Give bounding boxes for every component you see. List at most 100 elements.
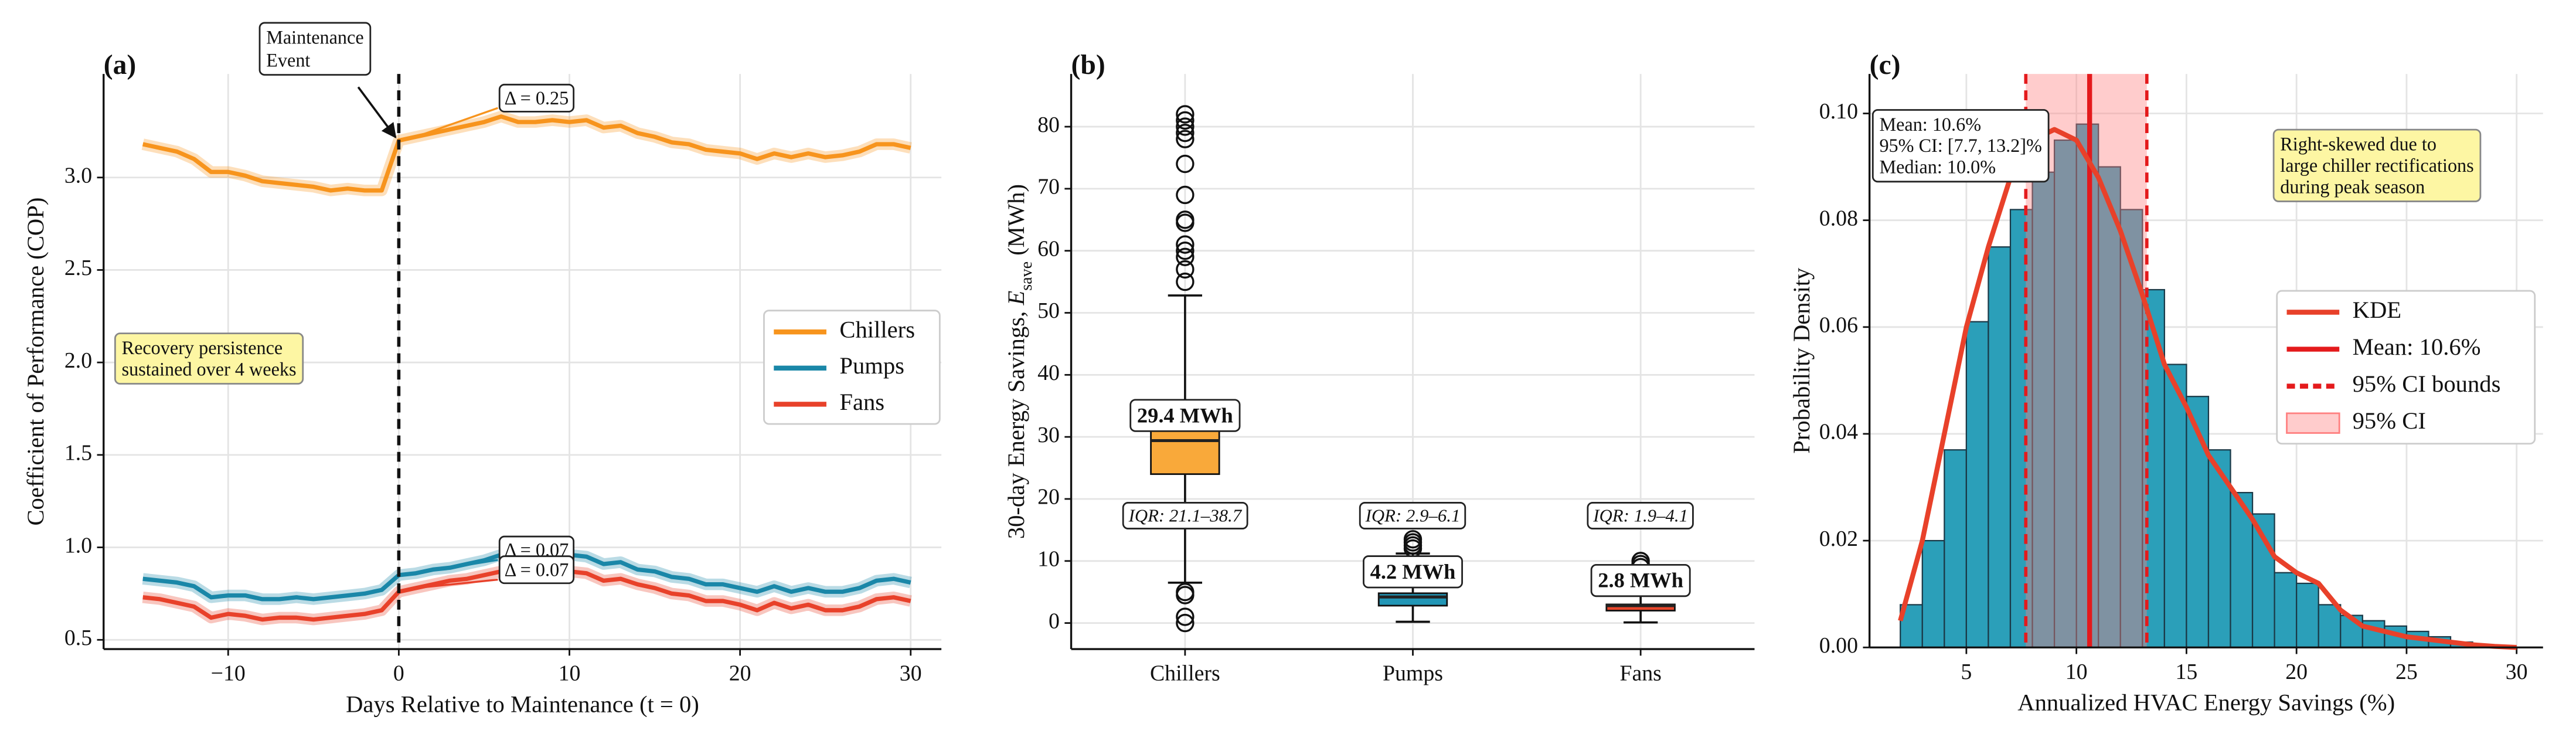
median-label-box [1590, 563, 1691, 597]
box [1150, 426, 1220, 476]
y-tick-label: 0.10 [1819, 99, 1858, 124]
histogram-bar [1988, 246, 2012, 648]
x-tick-label: −10 [211, 661, 246, 686]
x-tick-label: 10 [2065, 660, 2088, 684]
x-tick-label: 20 [2285, 660, 2308, 684]
histogram-bar [1921, 539, 1945, 648]
y-tick-label: 50 [1037, 298, 1060, 323]
median-label-line: 4.2 MWh [1370, 560, 1456, 583]
iqr-label: IQR: 1.9–4.1 [1592, 506, 1688, 526]
flier [1176, 210, 1195, 229]
note-box [2272, 128, 2482, 202]
flier [1176, 123, 1195, 142]
y-axis-label-part: E [1003, 291, 1029, 306]
y-tick-label: 1.0 [64, 533, 92, 558]
x-axis-label: Days Relative to Maintenance (t = 0) [346, 691, 699, 717]
flier [1176, 154, 1195, 174]
stats-box-line: 95% CI: [7.7, 13.2]% [1879, 135, 2041, 157]
panel-label: (c) [1870, 50, 1901, 80]
legend-label: KDE [2353, 297, 2402, 323]
y-tick-label: 0.06 [1819, 313, 1858, 337]
x-tick-label: 5 [1961, 660, 1972, 684]
flier [1176, 105, 1195, 124]
histogram-bar [2274, 572, 2298, 648]
delta-label-line: Δ = 0.25 [505, 87, 569, 108]
flier [1176, 242, 1195, 260]
iqr-label-box [1122, 502, 1248, 529]
legend-label: 95% CI [2353, 407, 2426, 434]
stats-box-line: Median: 10.0% [1879, 157, 1996, 178]
x-tick-label: 30 [900, 661, 922, 686]
median-label: 2.8 MWh [1598, 569, 1683, 592]
flier [1176, 260, 1195, 279]
histogram-bar [2318, 604, 2342, 648]
delta-arrow [416, 578, 498, 589]
delta-label: Δ = 0.25 [505, 87, 569, 108]
x-tick-label: Fans [1619, 661, 1661, 686]
event-label-box [258, 22, 372, 76]
flier [1176, 117, 1195, 136]
event-label-line: Event [266, 50, 310, 71]
y-tick-label: 70 [1037, 175, 1060, 199]
median-label-line: 2.8 MWh [1598, 569, 1683, 592]
flier [1176, 607, 1195, 626]
x-tick-label: 0 [393, 661, 404, 686]
note-line: Recovery persistence [122, 337, 283, 358]
y-tick-label: 3.0 [64, 163, 92, 188]
x-tick-label: 15 [2175, 660, 2197, 684]
x-tick-label: 10 [559, 661, 581, 686]
iqr-label: IQR: 21.1–38.7 [1128, 506, 1243, 526]
histogram-bar [1944, 449, 1967, 648]
y-axis-label: Probability Density [1788, 267, 1815, 454]
flier [1176, 235, 1195, 254]
panel-label: (b) [1071, 50, 1105, 80]
y-axis-label-part: 30-day Energy Savings, [1003, 305, 1029, 539]
histogram-bar [2031, 171, 2056, 648]
x-axis-label: Annualized HVAC Energy Savings (%) [2017, 690, 2395, 716]
median-label: 4.2 MWh [1370, 560, 1456, 583]
delta-label-line: Δ = 0.07 [505, 559, 569, 580]
legend-box [2276, 290, 2536, 445]
flier [1176, 111, 1195, 130]
legend-label: 95% CI bounds [2353, 371, 2501, 397]
kde-line [1898, 127, 2517, 650]
histogram-bar [2230, 492, 2254, 648]
legend-label: Chillers [839, 316, 915, 342]
x-tick-label: Chillers [1150, 661, 1220, 686]
median-label: 29.4 MWh [1137, 404, 1233, 427]
histogram-bar [2163, 364, 2187, 648]
note-box [114, 332, 304, 385]
median-label-box [1129, 399, 1241, 432]
note-line: sustained over 4 weeks [122, 359, 297, 380]
y-tick-label: 20 [1037, 485, 1060, 510]
y-tick-label: 2.5 [64, 256, 92, 280]
x-tick-label: Pumps [1383, 661, 1443, 686]
delta-label-box [498, 555, 575, 585]
y-tick-label: 30 [1037, 423, 1060, 447]
flier [1176, 272, 1195, 291]
iqr-label-box [1587, 502, 1694, 529]
delta-arrow [416, 559, 498, 575]
flier [1176, 130, 1195, 148]
y-tick-label: 60 [1037, 236, 1060, 261]
flier [1176, 613, 1195, 633]
y-tick-label: 0.00 [1819, 633, 1858, 658]
legend-label: Pumps [839, 352, 904, 379]
y-tick-label: 0.02 [1819, 527, 1858, 551]
stats-box-box [1871, 109, 2050, 183]
note-line: Right-skewed due to [2280, 134, 2437, 155]
histogram-bar [1965, 321, 1989, 648]
y-tick-label: 0.5 [64, 626, 92, 650]
histogram-bar [1900, 604, 1923, 648]
y-tick-label: 1.5 [64, 441, 92, 466]
median-label-box [1363, 555, 1463, 589]
y-axis-label: Coefficient of Performance (COP) [22, 198, 49, 526]
delta-label: Δ = 0.07 [505, 559, 569, 580]
delta-label-box [498, 83, 575, 113]
panel-label: (a) [104, 50, 137, 80]
y-tick-label: 10 [1037, 546, 1060, 571]
y-tick-label: 0 [1049, 609, 1060, 633]
iqr-label-line: IQR: 1.9–4.1 [1592, 506, 1688, 526]
delta-arrow [415, 107, 498, 138]
